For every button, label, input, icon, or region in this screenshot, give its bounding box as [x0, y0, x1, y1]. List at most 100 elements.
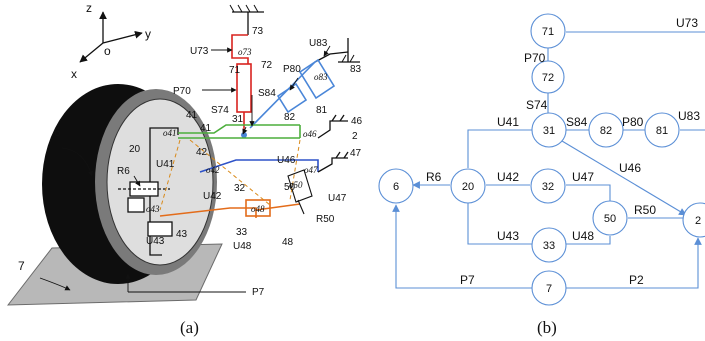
- label-u83: U83: [309, 38, 328, 49]
- edge-p2: [566, 237, 702, 289]
- node-6: 6: [378, 168, 414, 204]
- frame-o48: o48: [251, 204, 265, 214]
- caption-b: (b): [537, 318, 557, 337]
- node-71: 71: [530, 13, 566, 49]
- component-labels: 73 U73 71 72 P70 S84 S74 P80 U83 83 82 8…: [18, 26, 363, 298]
- frame-o50: o50: [289, 180, 303, 190]
- node-32: 32: [530, 168, 566, 204]
- caption-a: (a): [180, 318, 199, 337]
- edge-label-u43: U43: [497, 229, 519, 243]
- label-2: 2: [352, 131, 358, 142]
- label-s74: S74: [211, 105, 229, 116]
- node-50-label: 50: [604, 213, 616, 225]
- label-p70: P70: [173, 86, 191, 97]
- link-green: [178, 124, 301, 139]
- label-50: 50: [284, 182, 296, 193]
- coordinate-axes: z y x o: [71, 1, 151, 81]
- graph-edges: [392, 31, 705, 289]
- label-s84: S84: [258, 88, 276, 99]
- node-7: 7: [531, 270, 567, 306]
- edge-labels: U73 P70 S74 U41 S84 P80 U83 U46 R6 U42 U…: [426, 16, 700, 287]
- edge-label-p7: P7: [460, 273, 475, 287]
- label-32: 32: [234, 183, 246, 194]
- node-72: 72: [531, 60, 565, 94]
- label-48: 48: [282, 237, 294, 248]
- edge-label-p2: P2: [629, 273, 644, 287]
- label-u42: U42: [203, 191, 222, 202]
- label-u46: U46: [277, 155, 296, 166]
- label-43: 43: [176, 229, 188, 240]
- node-20: 20: [450, 168, 486, 204]
- edge-label-u46: U46: [619, 161, 641, 175]
- edge-label-p70: P70: [524, 51, 546, 65]
- frame-o73: o73: [238, 47, 252, 57]
- frame-labels: o73 o83 o41 o46 o42 o47 o43 o48 o50: [146, 47, 328, 214]
- label-46: 46: [351, 116, 363, 127]
- node-71-label: 71: [542, 26, 554, 38]
- label-33: 33: [236, 227, 248, 238]
- frame-o46: o46: [303, 129, 317, 139]
- node-82: 82: [588, 112, 624, 148]
- panel-a: z y x o: [6, 1, 363, 337]
- label-83: 83: [350, 64, 362, 75]
- node-6-label: 6: [393, 181, 399, 193]
- label-41: 41: [186, 110, 198, 121]
- panel-b: 71 72 31 82 81 6: [378, 13, 705, 337]
- node-20-label: 20: [462, 181, 474, 193]
- label-20: 20: [129, 144, 141, 155]
- label-73: 73: [252, 26, 264, 37]
- label-u48: U48: [233, 241, 252, 252]
- label-6: 6: [54, 125, 61, 139]
- label-r50: R50: [316, 214, 335, 225]
- knuckle-48: [245, 199, 271, 217]
- label-u73: U73: [190, 46, 209, 57]
- label-81: 81: [316, 105, 328, 116]
- edge-label-u73: U73: [676, 16, 698, 30]
- edge-label-r6: R6: [426, 170, 442, 184]
- label-82: 82: [284, 112, 296, 123]
- edge-label-u48: U48: [572, 229, 594, 243]
- axis-y-label: y: [145, 27, 151, 41]
- frame-o41: o41: [163, 128, 177, 138]
- label-pointers: [39, 45, 331, 293]
- label-r6: R6: [117, 166, 130, 177]
- node-33: 33: [531, 227, 567, 263]
- node-31-label: 31: [543, 125, 555, 137]
- mount-46: [317, 114, 348, 139]
- axis-x-label: x: [71, 67, 77, 81]
- node-82-label: 82: [600, 125, 612, 137]
- label-u43: U43: [146, 236, 165, 247]
- node-50: 50: [592, 200, 628, 236]
- node-2-label: 2: [695, 215, 701, 227]
- edge-label-r50: R50: [634, 203, 656, 217]
- label-72: 72: [261, 60, 273, 71]
- node-7-label: 7: [546, 283, 552, 295]
- edge-label-u83: U83: [678, 109, 700, 123]
- label-u41: U41: [156, 159, 175, 170]
- label-71: 71: [229, 65, 241, 76]
- frame-o47: o47: [304, 165, 318, 175]
- label-p7: P7: [252, 287, 265, 298]
- frame-o42: o42: [206, 165, 220, 175]
- edge-label-s84: S84: [566, 115, 588, 129]
- label-47: 47: [350, 148, 362, 159]
- edge-u48: [566, 236, 611, 245]
- dashed-lines: [159, 139, 301, 211]
- label-42: 42: [196, 147, 208, 158]
- edge-label-u41: U41: [497, 115, 519, 129]
- edge-u43: [467, 203, 532, 245]
- edge-label-u42: U42: [497, 170, 519, 184]
- knuckle-50: [287, 169, 313, 215]
- link-blue: [199, 159, 319, 173]
- node-72-label: 72: [542, 72, 554, 84]
- label-41b: 41: [200, 123, 212, 134]
- frame-o43: o43: [146, 204, 160, 214]
- node-33-label: 33: [543, 240, 555, 252]
- edge-p7: [392, 204, 532, 289]
- axis-z-label: z: [86, 1, 92, 15]
- node-81-label: 81: [656, 125, 668, 137]
- graph-nodes: 71 72 31 82 81 6: [378, 13, 705, 306]
- link-orange: [159, 203, 301, 218]
- mount-47: [317, 151, 349, 173]
